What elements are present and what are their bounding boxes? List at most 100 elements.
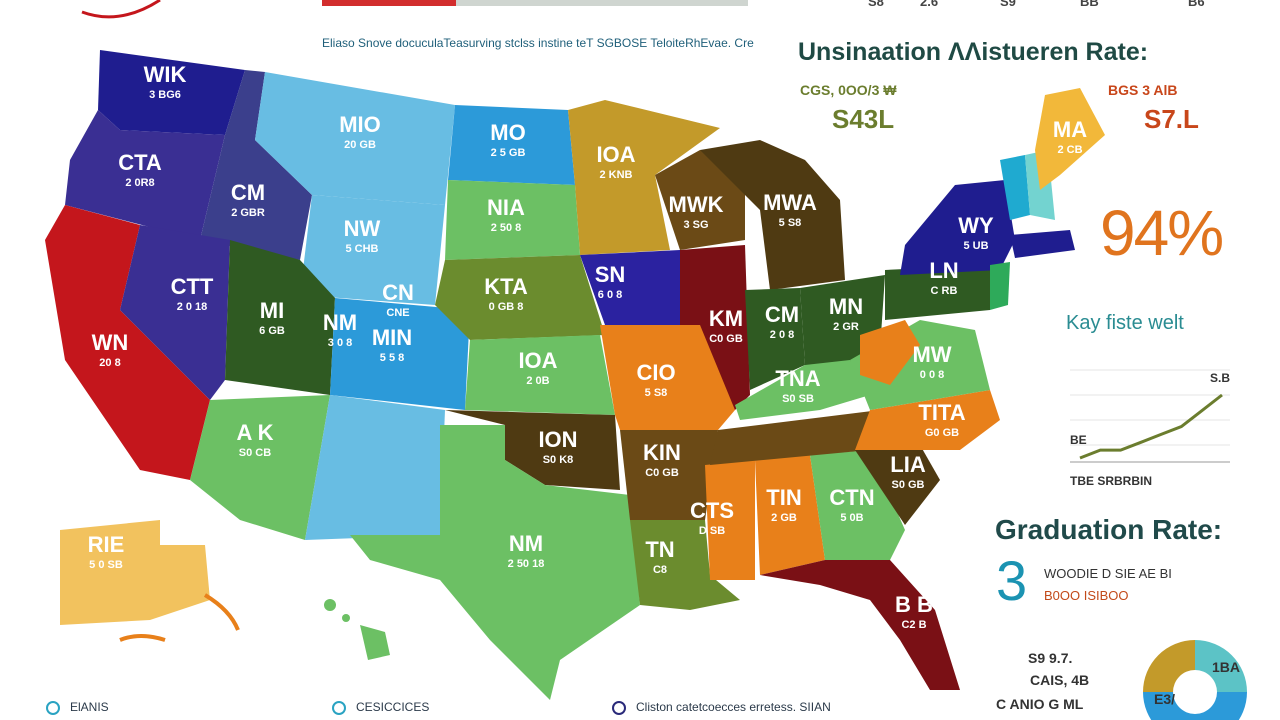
state-code-label: WIK [144,62,187,87]
state-code-label: KM [709,306,743,331]
state-value-label: C0 GB [709,333,743,345]
state-mississippi[interactable] [705,460,755,580]
state-kansas[interactable] [465,335,615,415]
state-idaho[interactable] [200,70,312,260]
state-code-label: MI [260,298,284,323]
state-maine[interactable] [1035,88,1105,190]
state-indiana[interactable] [745,288,805,390]
state-value-label: C2 B [901,619,926,631]
alaska-tail [203,593,240,631]
state-hawaii[interactable] [360,625,390,660]
state-code-label: CM [231,180,265,205]
trend-left-label: BE [1070,433,1087,447]
state-value-label: G0 GB [925,427,959,439]
top-number-5: B6 [1188,0,1205,9]
state-code-label: ION [538,427,577,452]
right-stat-small: BGS 3 AlB [1108,82,1178,98]
state-south-dakota[interactable] [445,180,580,260]
state-value-label: 20 8 [99,357,120,369]
state-louisiana[interactable] [630,520,740,610]
state-west-virginia[interactable] [860,320,920,385]
legend-label-1: ElANIS [70,700,109,714]
state-code-label: LIA [890,452,926,477]
trend-line-chart: S.B BE TBE SRBRBIN [1070,369,1230,488]
state-oregon[interactable] [65,110,225,240]
state-arkansas[interactable] [620,430,718,520]
state-code-label: KTA [484,274,528,299]
state-code-label: CTA [118,150,162,175]
state-michigan[interactable] [700,140,845,290]
state-value-label: 5 5 8 [380,352,404,364]
state-value-label: 5 CHB [345,243,378,255]
state-missouri[interactable] [600,325,735,430]
state-value-label: 3 BG6 [149,89,181,101]
state-value-label: 0 GB 8 [489,301,524,313]
state-value-label: 2 5 GB [491,147,526,159]
hawaii-island-1 [324,599,336,611]
state-code-label: B B [895,592,933,617]
state-utah[interactable] [225,240,335,395]
state-nevada[interactable] [120,225,230,400]
graduation-desc-2: B0OO ISIBOO [1044,588,1129,603]
state-value-label: 6 0 8 [598,289,622,301]
state-iowa[interactable] [580,250,700,325]
decorative-swoosh [81,0,161,19]
state-arizona[interactable] [190,395,330,540]
state-value-label: S0 CB [239,447,271,459]
state-new-jersey[interactable] [990,262,1010,310]
state-north-dakota[interactable] [448,105,575,185]
state-tennessee[interactable] [710,410,880,465]
state-florida[interactable] [760,560,960,690]
state-alabama[interactable] [755,455,825,575]
state-code-label: RIE [88,532,125,557]
left-stat-big: S43L [832,104,895,134]
state-value-label: 2 0B [526,375,549,387]
state-code-label: MWK [669,192,724,217]
state-value-label: C RB [931,285,958,297]
state-wyoming[interactable] [300,195,445,305]
state-value-label: 2 50 8 [491,222,522,234]
state-value-label: 2 0R8 [125,177,154,189]
state-wisconsin[interactable] [655,150,745,250]
state-code-label: MW [912,342,951,367]
state-texas[interactable] [350,425,640,700]
top-number-4: BB [1080,0,1099,9]
state-montana[interactable] [255,72,455,205]
state-code-label: NM [509,531,543,556]
state-value-label: S0 K8 [543,454,574,466]
state-washington[interactable] [98,50,245,135]
top-number-1: S8 [868,0,884,9]
state-colorado[interactable] [330,298,470,410]
top-number-2: 2.6 [920,0,939,9]
panel-title: Unsinaation ΛΛistueren Rate: [798,38,1149,66]
state-massachusetts[interactable] [1010,230,1075,258]
trend-grid [1070,369,1230,446]
state-california[interactable] [45,205,210,480]
state-alaska[interactable] [60,520,210,625]
state-kentucky[interactable] [735,360,870,420]
legend-label-2: CESICCICES [356,700,430,714]
state-new-mexico[interactable] [305,395,445,540]
state-code-label: TNA [775,366,820,391]
state-north-carolina[interactable] [855,390,1000,450]
state-oklahoma[interactable] [445,410,620,490]
hawaii-island-2 [342,614,350,622]
right-stat-big: S7.L [1144,104,1199,134]
state-south-carolina[interactable] [855,445,940,525]
state-code-label: MO [490,120,525,145]
state-code-label: MWA [763,190,817,215]
state-value-label: 2 0 8 [770,329,794,341]
map-subtitle: Eliaso Snove docuculaTeasurving stclss i… [322,36,754,50]
state-new-york[interactable] [900,180,1015,275]
state-nebraska[interactable] [435,255,605,340]
state-value-label: 2 KNB [599,169,632,181]
state-value-label: 3 0 8 [328,337,352,349]
state-value-label: S0 GB [891,479,924,491]
state-pennsylvania[interactable] [885,265,990,320]
state-vermont[interactable] [1000,155,1030,220]
state-code-label: CIO [636,360,675,385]
donut-slice-blue [1143,692,1247,720]
legend-item-1: ElANIS [46,700,109,720]
state-minnesota[interactable] [568,100,720,255]
